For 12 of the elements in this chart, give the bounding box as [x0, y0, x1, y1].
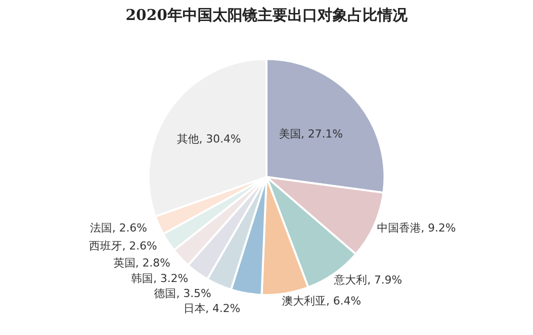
slice-label: 意大利, 7.9% [333, 273, 402, 286]
slice-label: 中国香港, 9.2% [376, 222, 456, 235]
slice-label: 德国, 3.5% [154, 287, 212, 300]
slice-label: 美国, 27.1% [278, 127, 343, 140]
slice-label: 西班牙, 2.6% [89, 240, 158, 253]
slice-label: 其他, 30.4% [177, 132, 241, 146]
slice-label: 英国, 2.8% [113, 256, 170, 270]
slice-label: 澳大利亚, 6.4% [282, 294, 362, 308]
chart-title: 2020年中国太阳镜主要出口对象占比情况 [126, 6, 408, 24]
slice-label: 法国, 2.6% [90, 222, 148, 235]
slice-label: 日本, 4.2% [183, 302, 240, 316]
slice-label: 韩国, 3.2% [131, 272, 188, 286]
